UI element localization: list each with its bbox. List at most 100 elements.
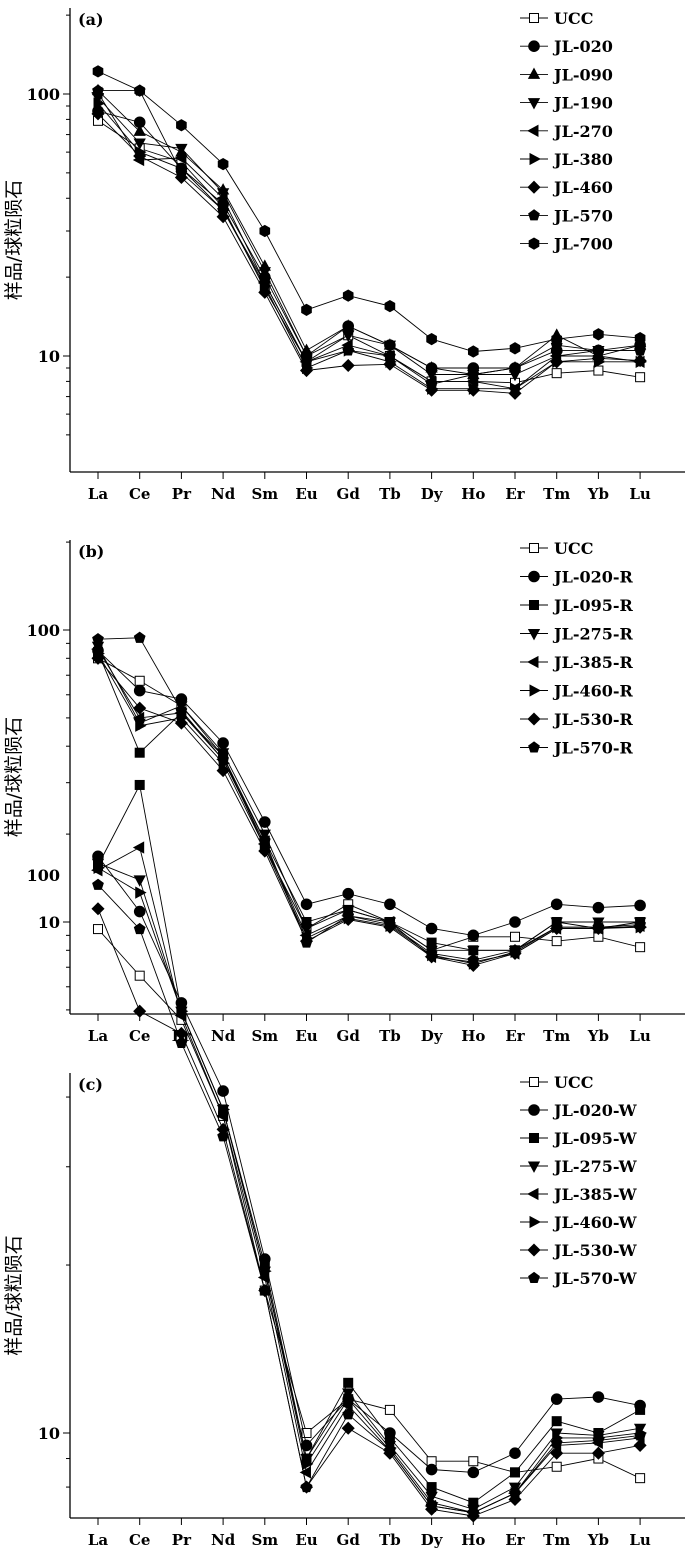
panel-b: 10100样品/球粒陨石LaCePrNdSmEuGdTbDyHoErTmYbLu…: [3, 539, 685, 1045]
data-point-ho: [467, 954, 480, 966]
legend-label: JL-275-R: [552, 625, 634, 644]
series-line: [97, 908, 641, 1517]
legend-label: JL-570-W: [552, 1269, 638, 1288]
legend-label: UCC: [554, 539, 593, 558]
data-point-ho: [467, 1466, 480, 1479]
legend-marker: [527, 629, 541, 641]
data-point-yb: [593, 365, 604, 376]
data-point-lu: [633, 1438, 647, 1452]
x-tick-label-sm: Sm: [251, 485, 278, 503]
data-point-tm: [551, 332, 563, 346]
x-tick-label-nd: Nd: [211, 485, 236, 503]
data-point-nd: [217, 737, 229, 749]
data-point-tm: [550, 1446, 564, 1460]
data-point-sm: [258, 834, 271, 846]
x-tick-label-gd: Gd: [337, 1531, 361, 1549]
panel-title: (b): [78, 542, 104, 561]
series-line: [98, 90, 641, 385]
data-point-tb: [384, 898, 396, 911]
series-line: [97, 867, 641, 1514]
x-tick-label-ce: Ce: [129, 1027, 150, 1045]
data-point-er: [509, 1487, 521, 1499]
x-tick-label-eu: Eu: [295, 485, 317, 503]
series-line: [97, 856, 641, 1473]
data-point-la: [91, 107, 105, 121]
data-point-er: [509, 916, 521, 928]
series-jl-570-w: [92, 878, 646, 1518]
data-point-la: [92, 924, 104, 935]
x-tick-label-tm: Tm: [543, 1531, 570, 1549]
data-point-ce: [133, 905, 146, 918]
x-tick-label-nd: Nd: [211, 1027, 236, 1045]
series-line: [97, 113, 641, 394]
legend-label: JL-095-W: [552, 1129, 638, 1148]
x-tick-label-pr: Pr: [172, 1531, 192, 1549]
legend-marker: [528, 1104, 540, 1116]
legend-label: JL-380: [552, 150, 613, 169]
legend-marker: [527, 67, 541, 79]
legend-marker: [527, 1187, 539, 1201]
data-point-lu: [635, 1404, 646, 1415]
data-point-eu: [300, 936, 313, 948]
series-line: [97, 103, 641, 390]
data-point-eu: [299, 364, 314, 378]
data-point-ce: [134, 779, 145, 790]
legend-label: JL-090: [552, 65, 613, 84]
x-tick-label-la: La: [88, 1027, 109, 1045]
data-point-nd: [217, 157, 229, 171]
y-axis-label: 样品/球粒陨石: [3, 1235, 25, 1355]
data-point-dy: [425, 1463, 438, 1476]
data-point-yb: [592, 1434, 605, 1446]
data-point-tb: [384, 1444, 396, 1456]
x-tick-label-tm: Tm: [543, 1027, 570, 1045]
x-tick-label-lu: Lu: [629, 1027, 651, 1045]
data-point-la: [92, 65, 104, 78]
legend-label: JL-460: [552, 178, 613, 197]
data-point-ho: [467, 368, 480, 380]
data-point-pr: [175, 704, 188, 716]
data-point-ce: [133, 922, 146, 935]
data-point-eu: [300, 898, 313, 911]
legend-marker: [527, 712, 541, 726]
data-point-pr: [175, 166, 188, 178]
data-point-yb: [591, 1446, 605, 1460]
y-tick-label: 10: [38, 347, 60, 366]
data-point-tb: [384, 299, 396, 313]
data-point-lu: [634, 918, 646, 930]
x-tick-label-ho: Ho: [461, 1027, 485, 1045]
data-point-ce: [133, 875, 146, 887]
legend-marker: [527, 124, 539, 137]
legend-label: JL-530-W: [552, 1241, 638, 1260]
data-point-ce: [132, 711, 145, 725]
data-point-sm: [258, 276, 271, 288]
legend-marker: [529, 152, 541, 166]
x-tick-label-tb: Tb: [379, 1027, 401, 1045]
x-tick-label-la: La: [88, 1531, 109, 1549]
data-point-er: [509, 944, 521, 956]
legend-marker: [527, 180, 541, 194]
data-point-ho: [467, 945, 480, 958]
data-point-eu: [300, 355, 313, 367]
x-tick-label-yb: Yb: [587, 1531, 609, 1549]
x-tick-label-pr: Pr: [172, 485, 192, 503]
data-point-pr: [174, 716, 188, 730]
series-line: [97, 92, 641, 390]
data-point-ce: [133, 149, 147, 163]
data-point-eu: [301, 1427, 312, 1439]
data-point-ce: [134, 84, 146, 97]
legend-label: JL-020: [552, 37, 613, 56]
data-point-tm: [550, 920, 563, 933]
x-tick-label-yb: Yb: [587, 485, 609, 503]
legend: UCC JL-020-W JL-095-W JL-275-W JL-385-W JL-46…: [520, 1073, 638, 1288]
legend-label: JL-190: [552, 94, 613, 113]
data-point-ho: [467, 345, 479, 358]
data-point-lu: [634, 344, 646, 356]
legend-marker: [528, 1271, 540, 1284]
x-tick-label-yb: Yb: [587, 1027, 609, 1045]
data-point-ce: [135, 719, 147, 732]
legend-marker: [528, 40, 540, 53]
data-point-ce: [133, 1004, 147, 1018]
x-tick-label-sm: Sm: [251, 1531, 278, 1549]
data-point-ce: [133, 138, 146, 150]
